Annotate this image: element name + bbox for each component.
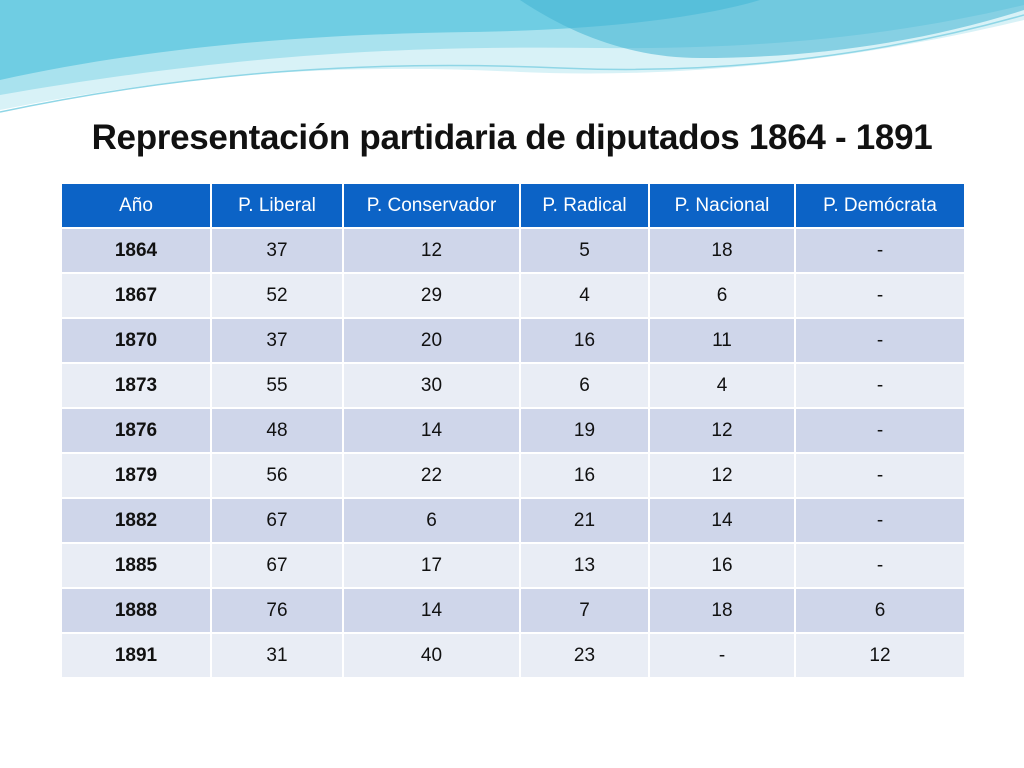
column-header-year: Año: [60, 182, 212, 229]
cell-conservador: 17: [342, 542, 521, 589]
column-header-nacional: P. Nacional: [648, 182, 796, 229]
cell-nacional: 6: [648, 272, 796, 319]
cell-nacional: 18: [648, 227, 796, 274]
cell-liberal: 37: [210, 227, 344, 274]
cell-conservador: 30: [342, 362, 521, 409]
cell-nacional: 12: [648, 407, 796, 454]
cell-nacional: 14: [648, 497, 796, 544]
table-row: 1882 67 6 21 14-: [60, 497, 966, 544]
cell-year: 1864: [60, 227, 212, 274]
cell-democrata: -: [794, 407, 966, 454]
cell-year: 1873: [60, 362, 212, 409]
cell-democrata: -: [794, 452, 966, 499]
cell-liberal: 48: [210, 407, 344, 454]
cell-conservador: 20: [342, 317, 521, 364]
table-row: 1888 76 14 7 18 6: [60, 587, 966, 634]
cell-radical: 6: [519, 362, 650, 409]
table-row: 1870 37 20 16 11-: [60, 317, 966, 364]
cell-year: 1882: [60, 497, 212, 544]
cell-year: 1891: [60, 632, 212, 679]
table-body: 1864 37 12 5 18-1867 52 29 4 6-1870 37 20 16 11-1873…: [60, 227, 966, 679]
decorative-wave-header: [0, 0, 1024, 113]
cell-conservador: 14: [342, 587, 521, 634]
cell-radical: 23: [519, 632, 650, 679]
table-header-row: Año P. Liberal P. Conservador P. Radical…: [60, 182, 966, 229]
slide-title: Representación partidaria de diputados 1…: [91, 118, 933, 157]
cell-democrata: 6: [794, 587, 966, 634]
cell-radical: 21: [519, 497, 650, 544]
column-header-liberal: P. Liberal: [210, 182, 344, 229]
cell-radical: 7: [519, 587, 650, 634]
cell-radical: 19: [519, 407, 650, 454]
cell-democrata: 12: [794, 632, 966, 679]
cell-year: 1879: [60, 452, 212, 499]
cell-democrata: -: [794, 272, 966, 319]
cell-radical: 16: [519, 452, 650, 499]
wave-line: [0, 14, 1024, 113]
cell-liberal: 52: [210, 272, 344, 319]
cell-nacional: 11: [648, 317, 796, 364]
cell-democrata: -: [794, 317, 966, 364]
table-row: 1867 52 29 4 6-: [60, 272, 966, 319]
cell-conservador: 6: [342, 497, 521, 544]
cell-liberal: 37: [210, 317, 344, 364]
cell-nacional: 4: [648, 362, 796, 409]
cell-nacional: 16: [648, 542, 796, 589]
cell-conservador: 29: [342, 272, 521, 319]
column-header-radical: P. Radical: [519, 182, 650, 229]
cell-democrata: -: [794, 497, 966, 544]
cell-radical: 5: [519, 227, 650, 274]
table-row: 1876 48 14 19 12-: [60, 407, 966, 454]
cell-year: 1888: [60, 587, 212, 634]
cell-democrata: -: [794, 362, 966, 409]
cell-conservador: 14: [342, 407, 521, 454]
cell-conservador: 40: [342, 632, 521, 679]
cell-year: 1885: [60, 542, 212, 589]
cell-liberal: 55: [210, 362, 344, 409]
cell-liberal: 76: [210, 587, 344, 634]
wave-accent: [520, 0, 1024, 58]
deputies-table: Año P. Liberal P. Conservador P. Radical…: [60, 182, 966, 679]
cell-conservador: 12: [342, 227, 521, 274]
table-row: 1885 67 17 13 16-: [60, 542, 966, 589]
cell-year: 1867: [60, 272, 212, 319]
cell-radical: 4: [519, 272, 650, 319]
column-header-conservador: P. Conservador: [342, 182, 521, 229]
table-row: 1864 37 12 5 18-: [60, 227, 966, 274]
cell-liberal: 31: [210, 632, 344, 679]
cell-democrata: -: [794, 227, 966, 274]
cell-liberal: 56: [210, 452, 344, 499]
table-row: 1879 56 22 16 12-: [60, 452, 966, 499]
table-row: 1873 55 30 6 4-: [60, 362, 966, 409]
cell-year: 1870: [60, 317, 212, 364]
cell-liberal: 67: [210, 497, 344, 544]
cell-liberal: 67: [210, 542, 344, 589]
cell-radical: 16: [519, 317, 650, 364]
cell-conservador: 22: [342, 452, 521, 499]
column-header-democrata: P. Demócrata: [794, 182, 966, 229]
cell-radical: 13: [519, 542, 650, 589]
cell-nacional: -: [648, 632, 796, 679]
cell-nacional: 12: [648, 452, 796, 499]
table-row: 1891 31 40 23-12: [60, 632, 966, 679]
cell-year: 1876: [60, 407, 212, 454]
cell-democrata: -: [794, 542, 966, 589]
cell-nacional: 18: [648, 587, 796, 634]
